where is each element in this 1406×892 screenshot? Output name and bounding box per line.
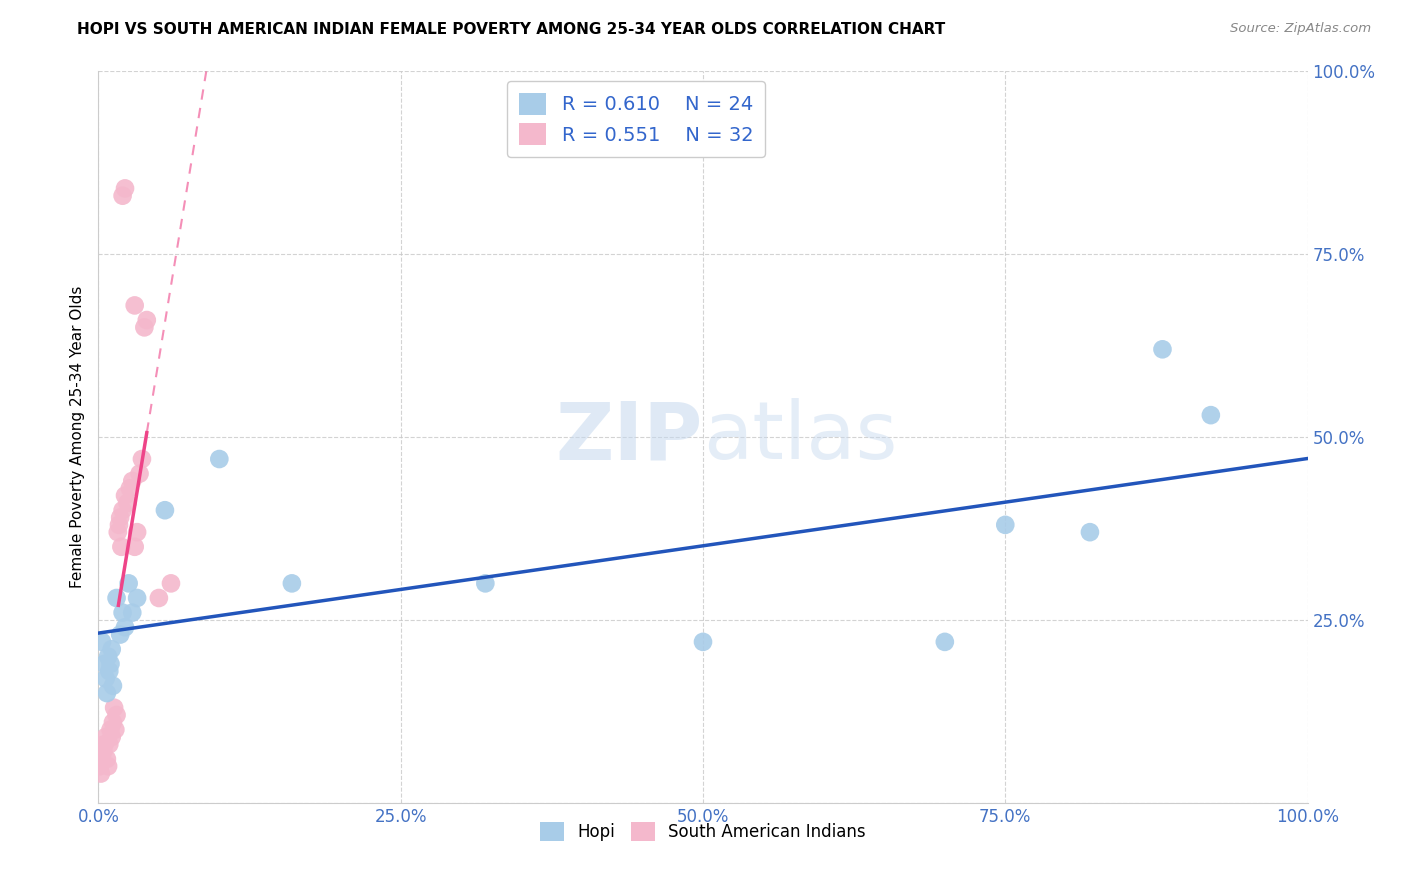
Point [94,730,117,744]
Point [281,576,304,591]
Point [108,517,131,532]
Point [127,525,149,540]
Point [111,188,134,202]
Point [89,759,111,773]
Point [103,700,125,714]
Point [474,576,496,591]
Point [692,635,714,649]
Point [100,723,122,737]
Point [131,452,153,467]
Point [114,489,136,503]
Point [101,715,124,730]
Point [105,708,128,723]
Point [153,503,176,517]
Point [96,686,118,700]
Point [97,759,120,773]
Point [93,737,115,751]
Point [1152,343,1174,357]
Point [934,635,956,649]
Point [104,723,127,737]
Point [105,591,128,605]
Point [108,627,131,641]
Point [111,606,134,620]
Point [93,657,115,671]
Point [128,467,150,481]
Point [108,510,131,524]
Point [124,540,146,554]
Point [100,642,122,657]
Point [127,591,149,605]
Point [107,525,129,540]
Point [94,672,117,686]
Point [208,452,231,467]
Point [91,635,114,649]
Point [97,649,120,664]
Point [134,320,156,334]
Point [90,766,112,780]
Text: HOPI VS SOUTH AMERICAN INDIAN FEMALE POVERTY AMONG 25-34 YEAR OLDS CORRELATION C: HOPI VS SOUTH AMERICAN INDIAN FEMALE POV… [77,22,946,37]
Point [91,752,114,766]
Point [98,664,121,678]
Point [135,313,157,327]
Point [121,474,143,488]
Point [101,679,124,693]
Point [110,540,132,554]
Point [124,298,146,312]
Point [114,620,136,634]
Point [91,745,114,759]
Point [118,481,141,495]
Point [96,752,118,766]
Point [117,496,139,510]
Point [100,657,122,671]
Y-axis label: Female Poverty Among 25-34 Year Olds: Female Poverty Among 25-34 Year Olds [69,286,84,588]
Point [98,737,121,751]
Point [121,606,143,620]
Point [114,181,136,195]
Point [118,576,141,591]
Point [100,730,122,744]
Text: ZIP: ZIP [555,398,703,476]
Point [160,576,183,591]
Point [111,503,134,517]
Point [994,517,1017,532]
Point [1078,525,1101,540]
Legend: Hopi, South American Indians: Hopi, South American Indians [531,814,875,849]
Text: Source: ZipAtlas.com: Source: ZipAtlas.com [1230,22,1371,36]
Point [148,591,170,605]
Text: atlas: atlas [703,398,897,476]
Point [1199,408,1222,422]
